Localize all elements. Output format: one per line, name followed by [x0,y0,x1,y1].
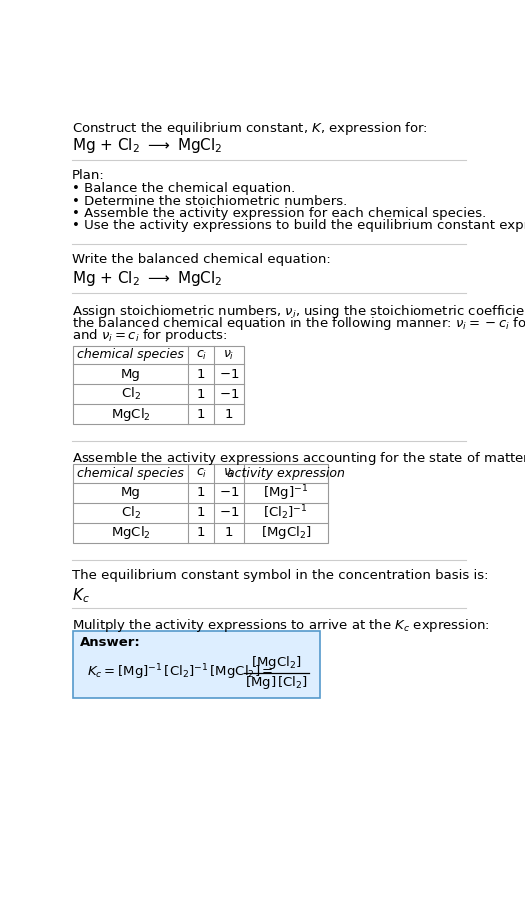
Text: $\nu_i$: $\nu_i$ [224,467,235,480]
Text: $-1$: $-1$ [219,368,239,381]
Text: $-1$: $-1$ [219,486,239,499]
Text: • Balance the chemical equation.: • Balance the chemical equation. [72,183,295,196]
Text: 1: 1 [197,506,205,519]
Text: $K_c$: $K_c$ [72,586,90,604]
Text: $[\mathrm{Mg}]\,[\mathrm{Cl}_2]$: $[\mathrm{Mg}]\,[\mathrm{Cl}_2]$ [245,675,308,691]
Text: chemical species: chemical species [77,467,184,480]
FancyBboxPatch shape [74,630,320,699]
Text: $c_i$: $c_i$ [196,467,207,480]
Text: Cl$_2$: Cl$_2$ [121,505,141,521]
Text: 1: 1 [197,486,205,499]
Text: Cl$_2$: Cl$_2$ [121,386,141,402]
Text: Construct the equilibrium constant, $K$, expression for:: Construct the equilibrium constant, $K$,… [72,120,428,137]
Text: The equilibrium constant symbol in the concentration basis is:: The equilibrium constant symbol in the c… [72,569,488,582]
Text: 1: 1 [197,527,205,540]
Text: $-1$: $-1$ [219,506,239,519]
Text: chemical species: chemical species [77,348,184,361]
Text: Mg + Cl$_2$ $\longrightarrow$ MgCl$_2$: Mg + Cl$_2$ $\longrightarrow$ MgCl$_2$ [72,136,223,154]
Text: activity expression: activity expression [227,467,345,480]
Text: • Assemble the activity expression for each chemical species.: • Assemble the activity expression for e… [72,207,486,220]
Text: $-1$: $-1$ [219,388,239,401]
Text: 1: 1 [197,368,205,381]
Text: $[\mathrm{MgCl}_2]$: $[\mathrm{MgCl}_2]$ [251,654,302,671]
Text: 1: 1 [197,388,205,401]
Text: 1: 1 [197,407,205,420]
Text: the balanced chemical equation in the following manner: $\nu_i = -c_i$ for react: the balanced chemical equation in the fo… [72,315,525,332]
Text: $c_i$: $c_i$ [196,348,207,361]
Text: 1: 1 [225,407,234,420]
Text: Assign stoichiometric numbers, $\nu_i$, using the stoichiometric coefficients, $: Assign stoichiometric numbers, $\nu_i$, … [72,303,525,320]
FancyBboxPatch shape [74,464,328,543]
Text: • Use the activity expressions to build the equilibrium constant expression.: • Use the activity expressions to build … [72,220,525,233]
Text: and $\nu_i = c_i$ for products:: and $\nu_i = c_i$ for products: [72,327,227,345]
Text: Answer:: Answer: [80,636,140,649]
Text: $\nu_i$: $\nu_i$ [224,348,235,361]
Text: [Cl$_2$]$^{-1}$: [Cl$_2$]$^{-1}$ [264,504,308,522]
FancyBboxPatch shape [74,346,244,424]
Text: [Mg]$^{-1}$: [Mg]$^{-1}$ [263,483,308,503]
Text: Mg + Cl$_2$ $\longrightarrow$ MgCl$_2$: Mg + Cl$_2$ $\longrightarrow$ MgCl$_2$ [72,269,223,287]
Text: 1: 1 [225,527,234,540]
Text: $K_c = [\mathrm{Mg}]^{-1}\,[\mathrm{Cl}_2]^{-1}\,[\mathrm{MgCl}_2] = $: $K_c = [\mathrm{Mg}]^{-1}\,[\mathrm{Cl}_… [87,663,274,683]
Text: Write the balanced chemical equation:: Write the balanced chemical equation: [72,253,331,266]
Text: Mg: Mg [121,486,141,499]
Text: MgCl$_2$: MgCl$_2$ [111,524,151,541]
Text: Assemble the activity expressions accounting for the state of matter and $\nu_i$: Assemble the activity expressions accoun… [72,450,525,468]
Text: [MgCl$_2$]: [MgCl$_2$] [260,524,311,541]
Text: Plan:: Plan: [72,169,104,182]
Text: Mg: Mg [121,368,141,381]
Text: • Determine the stoichiometric numbers.: • Determine the stoichiometric numbers. [72,195,347,208]
Text: MgCl$_2$: MgCl$_2$ [111,406,151,423]
Text: Mulitply the activity expressions to arrive at the $K_c$ expression:: Mulitply the activity expressions to arr… [72,617,490,634]
